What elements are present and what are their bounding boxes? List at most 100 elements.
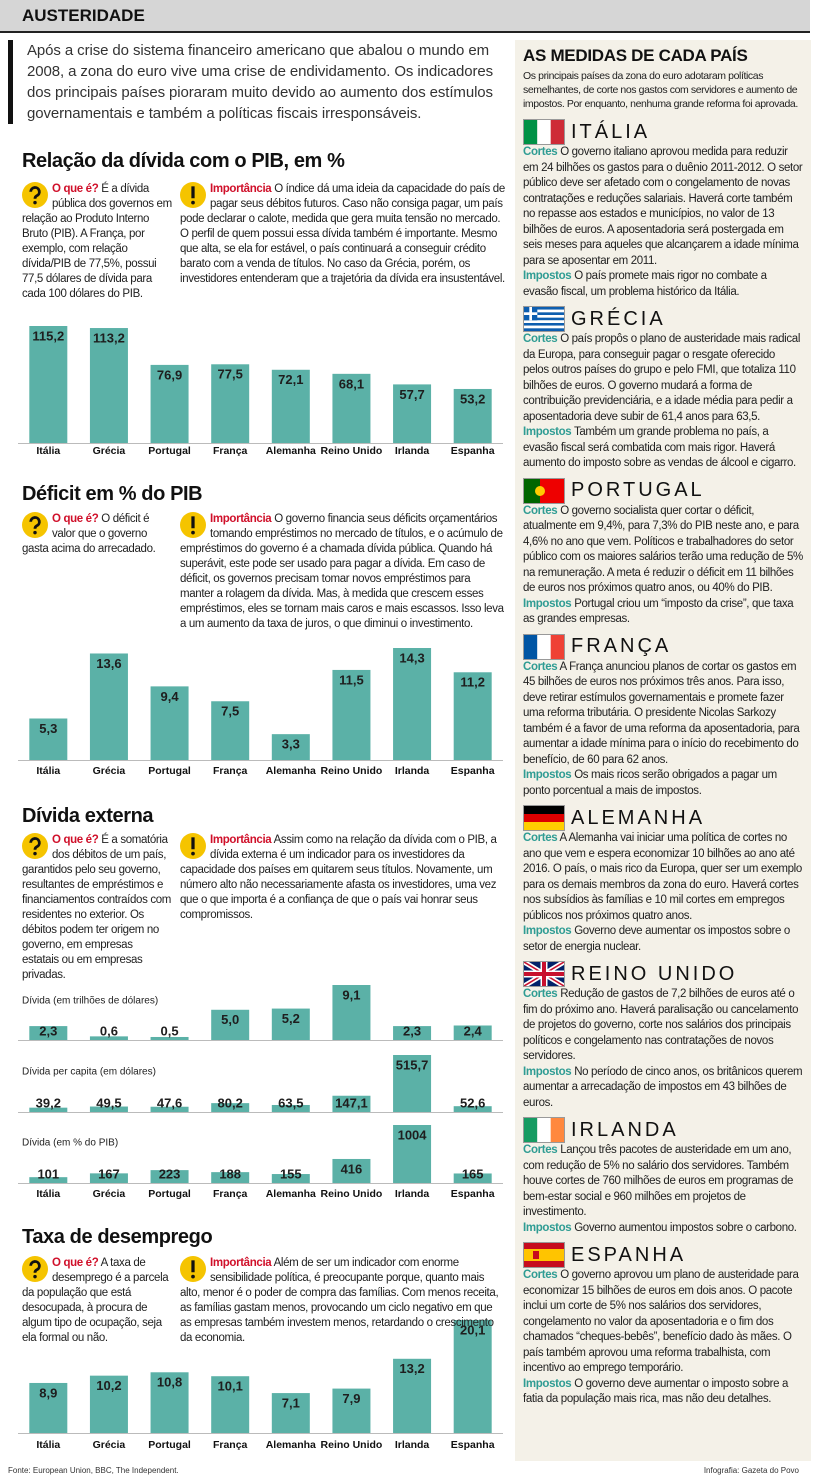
value-label: 7,5 xyxy=(221,704,239,719)
x-tick-label: Irlanda xyxy=(395,1188,430,1200)
bar xyxy=(393,1026,432,1040)
value-label: 13,2 xyxy=(399,1361,424,1376)
x-tick-label: Alemanha xyxy=(266,445,316,457)
flag xyxy=(523,477,565,504)
value-label: 515,7 xyxy=(396,1057,429,1072)
value-label: 10,8 xyxy=(157,1375,182,1390)
value-label: 0,5 xyxy=(161,1023,179,1038)
x-tick-label: França xyxy=(213,1188,248,1200)
bar xyxy=(211,1009,250,1040)
x-tick-label: Alemanha xyxy=(266,1188,316,1200)
taxes-label: Impostos xyxy=(523,426,572,438)
chart-title: Dívida per capita (em dólares) xyxy=(22,1067,156,1078)
what-block: O que é? É a somatória dos débitos de um… xyxy=(22,833,172,983)
bar xyxy=(271,1008,310,1040)
flag xyxy=(523,805,565,831)
bar xyxy=(29,1026,68,1040)
x-tick-label: Grécia xyxy=(93,1439,126,1451)
flag xyxy=(523,961,565,987)
icon-dot xyxy=(191,851,195,856)
footer-credit: Infografia: Gazeta do Povo xyxy=(703,1466,799,1475)
bar xyxy=(393,384,432,443)
x-tick-label: Alemanha xyxy=(266,765,316,777)
flag xyxy=(523,1242,565,1268)
x-tick-label: Portugal xyxy=(148,765,191,777)
value-label: 47,6 xyxy=(157,1095,182,1110)
what-text: É a somatória dos débitos de um país, ga… xyxy=(22,834,172,981)
cuts-label: Cortes xyxy=(523,333,558,345)
what-block: O que é? O déficit é valor que o governo… xyxy=(22,512,172,557)
question-icon xyxy=(22,1256,48,1282)
taxes-paragraph: Impostos O governo deve aumentar o impos… xyxy=(523,1377,803,1408)
exclamation-icon xyxy=(180,833,206,859)
section-title: Déficit em % do PIB xyxy=(22,483,203,505)
icon-circle xyxy=(22,512,48,538)
taxes-label: Impostos xyxy=(523,1377,572,1390)
value-label: 188 xyxy=(219,1166,241,1181)
bar xyxy=(453,1025,492,1040)
cuts-text: Lançou três pacotes de austeridade em um… xyxy=(523,1144,794,1218)
flag-part xyxy=(524,328,564,331)
country-name: PORTUGAL xyxy=(571,479,705,501)
bar xyxy=(29,718,68,760)
taxes-paragraph: Impostos Governo deve aumentar os impost… xyxy=(523,924,803,955)
bar xyxy=(150,1106,189,1112)
importance-block: Importância Além de ser um indicador com… xyxy=(180,1256,505,1346)
taxes-label: Impostos xyxy=(523,270,572,282)
value-label: 155 xyxy=(280,1166,302,1181)
x-tick-label: Portugal xyxy=(148,1188,191,1200)
flag-part xyxy=(524,317,564,321)
cuts-label: Cortes xyxy=(523,660,558,673)
bar xyxy=(89,653,128,760)
bar xyxy=(332,373,371,443)
country-header: REINO UNIDO xyxy=(523,961,803,987)
bar xyxy=(29,1177,68,1183)
flag xyxy=(523,306,565,332)
country-header: GRÉCIA xyxy=(523,306,803,332)
section-title: Dívida externa xyxy=(22,805,154,827)
x-tick-label: Reino Unido xyxy=(321,1188,383,1200)
value-label: 72,1 xyxy=(278,372,303,387)
bar xyxy=(89,1106,128,1112)
taxes-label: Impostos xyxy=(523,1221,572,1234)
flag-part xyxy=(550,1118,564,1142)
taxes-text: Governo deve aumentar os impostos sobre … xyxy=(523,925,790,953)
what-block: O que é? É a dívida pública dos governos… xyxy=(22,182,172,302)
taxes-paragraph: Impostos Portugal criou um “imposto da c… xyxy=(523,597,803,628)
value-label: 7,9 xyxy=(342,1391,360,1406)
flag-part xyxy=(524,307,564,310)
x-tick-label: Itália xyxy=(36,445,60,457)
taxes-paragraph: Impostos Os mais ricos serão obrigados a… xyxy=(523,768,803,799)
bar xyxy=(332,1388,371,1433)
value-label: 68,1 xyxy=(339,376,364,391)
icon-glyph xyxy=(29,516,41,529)
flag-part xyxy=(537,120,551,144)
country-name: ALEMANHA xyxy=(571,806,706,829)
importance-block: Importância Assim como na relação da dív… xyxy=(180,833,505,923)
what-label: O que é? xyxy=(52,183,99,195)
country-block: REINO UNIDO Cortes Redução de gastos de 7… xyxy=(523,961,803,1111)
cuts-text: A França anunciou planos de cortar os ga… xyxy=(523,660,800,766)
x-tick-label: Grécia xyxy=(93,1188,126,1200)
country-block: IRLANDA Cortes Lançou três pacotes de aus… xyxy=(523,1117,803,1236)
taxes-paragraph: Impostos Também um grande problema no pa… xyxy=(523,425,803,472)
bar xyxy=(332,1158,371,1183)
country-header: FRANÇA xyxy=(523,633,803,660)
value-label: 80,2 xyxy=(218,1095,243,1110)
flag xyxy=(523,1117,565,1143)
flag-part xyxy=(524,320,564,323)
bar xyxy=(211,364,250,443)
icon-glyph xyxy=(191,516,195,529)
bar xyxy=(150,1036,189,1040)
x-tick-label: Irlanda xyxy=(395,765,430,777)
icon-dot xyxy=(33,200,37,205)
country-block: ALEMANHA Cortes A Alemanha vai iniciar um… xyxy=(523,805,803,955)
importance-text: Assim como na relação da dívida com o PI… xyxy=(180,834,497,921)
footer-source: Fonte: European Union, BBC, The Independ… xyxy=(8,1466,179,1475)
header-title: AUSTERIDADE xyxy=(22,6,145,25)
chart-title: Dívida (em trilhões de dólares) xyxy=(22,996,158,1007)
bar xyxy=(29,1382,68,1433)
value-label: 76,9 xyxy=(157,367,182,382)
what-label: O que é? xyxy=(52,1257,99,1269)
icon-glyph xyxy=(29,837,41,850)
